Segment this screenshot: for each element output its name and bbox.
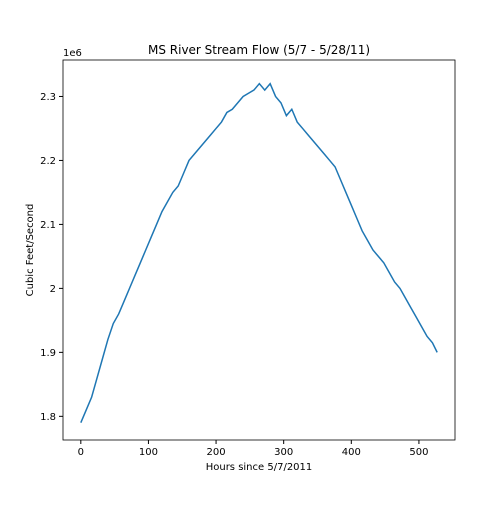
- y-tick-label: 2.1: [40, 220, 56, 231]
- y-axis-label: Cubic Feet/Second: [25, 204, 36, 297]
- y-tick-label: 2.3: [40, 92, 56, 103]
- x-tick-label: 400: [342, 447, 361, 458]
- x-tick-label: 200: [207, 447, 226, 458]
- y-tick-label: 1.8: [40, 412, 56, 423]
- x-tick-label: 300: [274, 447, 293, 458]
- y-tick-label: 2.2: [40, 156, 56, 167]
- x-tick-label: 0: [78, 447, 84, 458]
- y-tick-label: 2: [50, 284, 56, 295]
- x-tick-label: 500: [409, 447, 428, 458]
- chart-title: MS River Stream Flow (5/7 - 5/28/11): [148, 43, 370, 57]
- x-axis-label: Hours since 5/7/2011: [206, 462, 313, 473]
- data-line: [80, 82, 438, 424]
- plot-frame: [62, 59, 456, 441]
- x-tick-label: 100: [139, 447, 158, 458]
- y-offset-text: 1e6: [63, 48, 82, 59]
- y-tick-label: 1.9: [40, 348, 56, 359]
